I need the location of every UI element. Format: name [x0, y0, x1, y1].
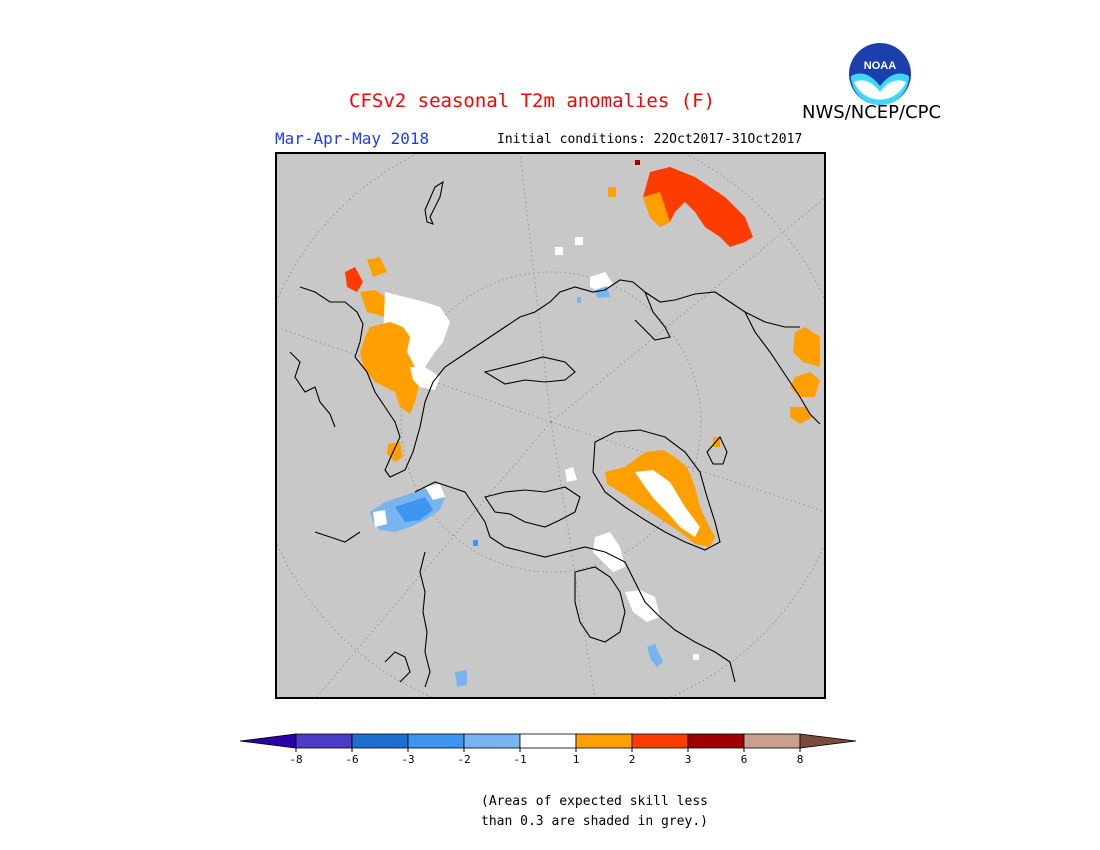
- meridian-4: [550, 421, 596, 699]
- patch-orange-small-1: [608, 187, 616, 197]
- coast-eurasia-north: [299, 279, 800, 478]
- graticule: [275, 152, 826, 699]
- forecast-period: Mar-Apr-May 2018: [275, 129, 430, 148]
- coast-canadian-archipelago: [484, 486, 581, 528]
- patch-orange-east-4: [713, 437, 720, 447]
- patch-white-top-1: [555, 247, 563, 255]
- colorbar-tick-label: 2: [629, 753, 636, 766]
- noaa-logo-wave: [854, 80, 906, 100]
- colorbar-tick-label: 3: [685, 753, 692, 766]
- patch-orange-east-1: [793, 327, 820, 367]
- colorbar-segment: [743, 733, 801, 749]
- skill-note: (Areas of expected skill less than 0.3 a…: [481, 792, 708, 832]
- colorbar: -8 -6 -3 -2 -1 1 2 3 6 8: [239, 733, 857, 766]
- colorbar-tick-label: -8: [289, 753, 302, 766]
- patch-white-greenland: [635, 470, 700, 537]
- patch-orange-west-1: [367, 257, 387, 277]
- colorbar-tick-label: 6: [741, 753, 748, 766]
- colorbar-segment: [575, 733, 633, 749]
- patch-orange-west-main: [360, 322, 420, 414]
- meridian-5: [550, 421, 826, 513]
- graticule-circle-inner: [400, 271, 702, 573]
- patch-white-baffin: [565, 467, 577, 482]
- colorbar-segment: [463, 733, 521, 749]
- colorbar-segment: [407, 733, 465, 749]
- colorbar-segment: [519, 733, 577, 749]
- colorbar-segment: [687, 733, 745, 749]
- patch-red-west: [345, 267, 363, 292]
- map-frame: [275, 152, 826, 699]
- coast-west-america: [419, 551, 431, 688]
- colorbar-arrow-low: [239, 733, 297, 749]
- coastlines: [289, 180, 821, 688]
- patch-blue-west: [395, 497, 433, 522]
- map-title: CFSv2 seasonal T2m anomalies (F): [349, 90, 716, 112]
- noaa-logo-text: NOAA: [864, 60, 896, 72]
- patch-orange-east-3: [790, 407, 813, 424]
- colorbar-tick-label: -2: [457, 753, 470, 766]
- skill-note-line2: than 0.3 are shaded in grey.): [481, 814, 708, 829]
- coast-arctic-islands: [483, 356, 576, 385]
- patch-white-canada-2: [625, 590, 660, 622]
- patch-blue-small-1: [473, 540, 478, 546]
- colorbar-tick-label: -6: [345, 753, 358, 766]
- patch-darkred-small: [635, 160, 640, 165]
- skill-note-line1: (Areas of expected skill less: [481, 794, 708, 809]
- coast-hudson-bay: [574, 566, 626, 643]
- coast-north-america: [414, 481, 736, 683]
- colorbar-segment: [631, 733, 689, 749]
- colorbar-tick-label: 8: [797, 753, 804, 766]
- patch-white-canada-3: [693, 654, 699, 660]
- coast-east-asia: [289, 351, 336, 428]
- meridian-6: [550, 196, 826, 423]
- patch-white-west-3: [373, 510, 387, 527]
- patch-orange-ne: [643, 192, 670, 227]
- agency-label: NWS/NCEP/CPC: [802, 102, 942, 123]
- patch-lightblue-bottom: [455, 670, 467, 687]
- patch-white-canada-1: [593, 532, 625, 572]
- polar-map: [275, 152, 826, 699]
- coast-aleutians: [314, 531, 361, 543]
- patch-white-top-2: [575, 237, 583, 245]
- noaa-logo: NOAA: [849, 43, 911, 105]
- patch-white-west-4: [425, 484, 445, 500]
- colorbar-tick-label: -3: [401, 753, 414, 766]
- patch-orange-east-2: [790, 372, 820, 397]
- colorbar-segment: [351, 733, 409, 749]
- patch-lightblue-canada: [647, 644, 663, 667]
- coast-isle: [384, 651, 411, 683]
- meridian-2: [275, 326, 552, 423]
- coast-greenland: [592, 429, 721, 551]
- colorbar-segments: [239, 733, 857, 749]
- anomaly-patches: [345, 160, 820, 687]
- coast-scandinavia: [634, 291, 671, 341]
- patch-red-ne: [643, 167, 753, 247]
- coast-red-sea: [424, 180, 444, 225]
- colorbar-arrow-high: [799, 733, 857, 749]
- initial-conditions: Initial conditions: 22Oct2017-31Oct2017: [497, 132, 803, 147]
- colorbar-ticks: -8 -6 -3 -2 -1 1 2 3 6 8: [289, 748, 803, 766]
- coast-iceland: [706, 435, 728, 465]
- colorbar-segment: [295, 733, 353, 749]
- meridian-1: [519, 152, 552, 423]
- colorbar-tick-label: -1: [513, 753, 526, 766]
- colorbar-tick-label: 1: [573, 753, 580, 766]
- patch-lightblue-top-2: [577, 297, 581, 303]
- coast-europe-east: [744, 311, 821, 425]
